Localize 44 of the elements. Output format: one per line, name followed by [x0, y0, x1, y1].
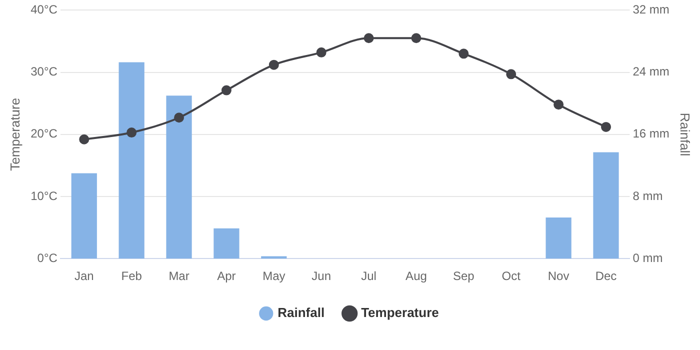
x-tick-label: Mar — [168, 269, 190, 284]
point — [506, 69, 516, 80]
y-tick-label: 30°C — [30, 64, 58, 79]
y2-axis-title: Rainfall — [678, 112, 693, 156]
point — [268, 60, 279, 70]
y-tick-label: 0°C — [37, 250, 58, 265]
point — [364, 33, 374, 44]
y2-tick-label: 16 mm — [632, 126, 670, 141]
y-tick-label: 10°C — [30, 188, 58, 203]
bar — [214, 228, 240, 259]
point — [458, 48, 469, 59]
x-tick-label: Apr — [217, 269, 236, 284]
point — [79, 134, 90, 144]
x-tick-label: Jul — [361, 269, 376, 284]
y2-tick-label: 24 mm — [632, 64, 670, 79]
x-tick-label: Oct — [502, 269, 522, 284]
x-tick-label: Nov — [548, 269, 570, 284]
bar — [593, 152, 619, 259]
point — [411, 33, 422, 44]
legend-label: Temperature — [361, 305, 439, 320]
y-tick-label: 40°C — [30, 2, 58, 17]
y-tick-label: 20°C — [30, 126, 58, 141]
x-tick-label: May — [262, 269, 286, 284]
y2-tick-label: 8 mm — [632, 188, 663, 203]
x-tick-label: Dec — [595, 269, 617, 284]
point — [221, 85, 232, 96]
bar — [71, 173, 97, 259]
legend-label: Rainfall — [278, 305, 325, 320]
point — [601, 122, 612, 132]
x-tick-label: Jan — [74, 269, 94, 284]
x-tick-label: Sep — [452, 269, 475, 284]
point — [174, 112, 184, 123]
x-tick-label: Jun — [312, 269, 332, 284]
bar — [546, 217, 572, 259]
x-tick-label: Aug — [406, 269, 427, 284]
point — [554, 100, 564, 110]
y2-tick-label: 0 mm — [632, 250, 663, 265]
x-tick-label: Feb — [121, 269, 142, 284]
point — [126, 128, 137, 138]
bar — [118, 62, 144, 259]
point — [316, 47, 326, 58]
bar — [166, 96, 192, 259]
y2-tick-label: 32 mm — [632, 2, 670, 17]
y-axis-title: Temperature — [7, 98, 22, 171]
